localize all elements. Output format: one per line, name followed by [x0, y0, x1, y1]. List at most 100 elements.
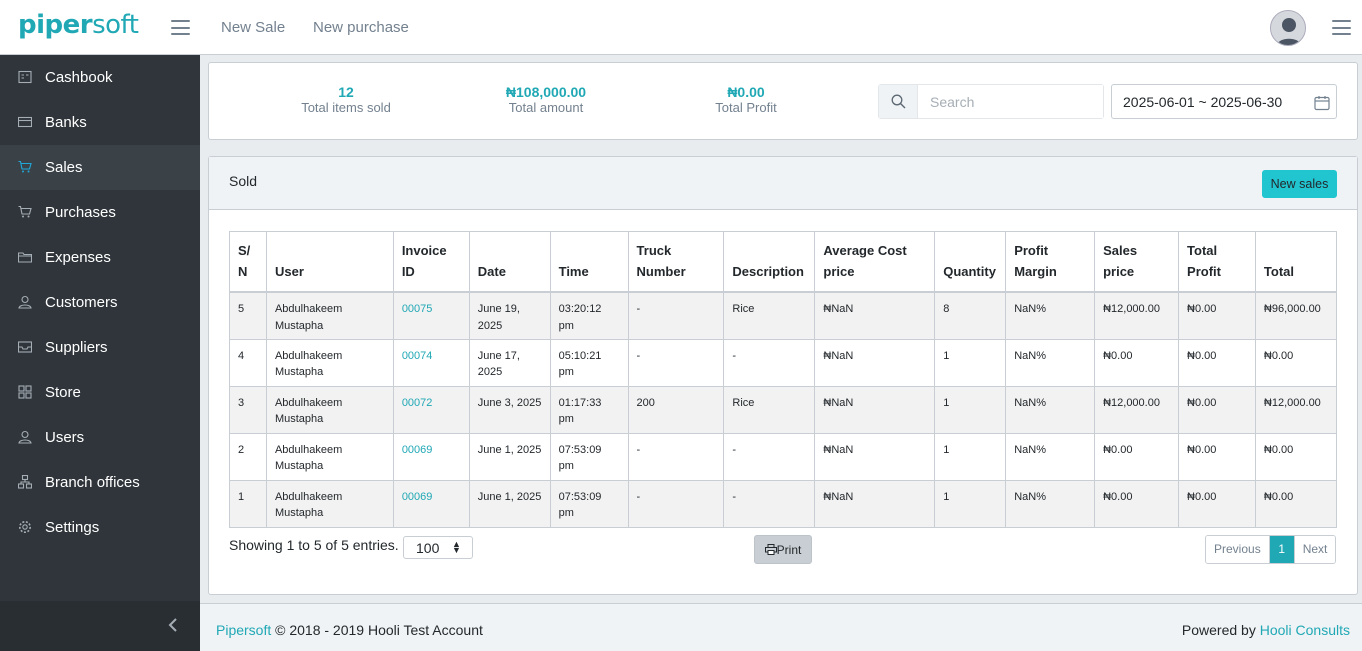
stat-total-amount: ₦108,000.00 Total amount [456, 84, 636, 116]
invoice-link[interactable]: 00072 [401, 396, 433, 409]
page-size-select[interactable]: 100 ▲ ▼ [403, 536, 473, 559]
table-cell: ₦12,000.00 [1254, 385, 1338, 434]
table-cell: ₦0.00 [1178, 385, 1256, 434]
user-icon [18, 430, 32, 444]
table-cell: 05:10:21 pm [549, 338, 629, 387]
sidebar-toggle-icon[interactable] [171, 20, 190, 35]
table-cell: June 17, 2025 [468, 338, 551, 387]
table-cell: ₦0.00 [1094, 432, 1180, 481]
table-row: 3 Abdulhakeem Mustapha 00072 June 3, 2025 01… [229, 385, 1338, 434]
sales-table: S/N User Invoice ID Date Time Truck Number… [229, 231, 1338, 528]
table-cell: ₦0.00 [1254, 479, 1338, 528]
table-cell: ₦NaN [814, 432, 936, 481]
table-cell: ₦0.00 [1178, 291, 1256, 340]
print-button[interactable]: Print [754, 535, 812, 564]
date-range-value: 2025-06-01 ~ 2025-06-30 [1123, 94, 1283, 110]
sidebar-item-label: Users [45, 429, 85, 446]
sidebar-item-purchases[interactable]: Purchases [0, 190, 200, 235]
table-cell: NaN% [1005, 432, 1096, 481]
table-cell: 03:20:12 pm [549, 291, 629, 340]
sidebar-item-banks[interactable]: Banks [0, 100, 200, 145]
pagination-page-1[interactable]: 1 [1269, 536, 1295, 563]
grid-icon [18, 385, 32, 399]
new-sales-button[interactable]: New sales [1262, 170, 1337, 198]
invoice-link[interactable]: 00069 [401, 443, 433, 456]
table-cell: June 1, 2025 [468, 432, 551, 481]
table-cell: 00069 [392, 432, 470, 481]
table-row: 2 Abdulhakeem Mustapha 00069 June 1, 2025 07… [229, 432, 1338, 481]
table-cell: 5 [229, 291, 267, 340]
table-cell: ₦0.00 [1178, 338, 1256, 387]
sidebar-item-suppliers[interactable]: Suppliers [0, 325, 200, 370]
stat-label: Total items sold [301, 100, 391, 115]
col-sn[interactable]: S/N [229, 231, 267, 293]
table-cell: Rice [723, 385, 816, 434]
table-cell: 8 [934, 291, 1007, 340]
sales-card: Sold New sales S/N User Invoice ID Date T… [208, 156, 1358, 595]
entries-info: Showing 1 to 5 of 5 entries. [229, 537, 399, 553]
sidebar-item-label: Sales [45, 159, 83, 176]
table-cell: 00075 [392, 291, 470, 340]
table-cell: 4 [229, 338, 267, 387]
summary-card: 12 Total items sold ₦108,000.00 Total am… [208, 62, 1358, 140]
sidebar-item-branch-offices[interactable]: Branch offices [0, 460, 200, 505]
table-cell: 00072 [392, 385, 470, 434]
sidebar-item-expenses[interactable]: Expenses [0, 235, 200, 280]
footer-brand-link[interactable]: Pipersoft [216, 622, 272, 638]
brand-logo[interactable]: pipersoft [18, 10, 139, 40]
col-description[interactable]: Description [723, 231, 816, 293]
avatar[interactable] [1270, 10, 1306, 46]
table-cell: - [723, 338, 816, 387]
invoice-link[interactable]: 00074 [401, 349, 433, 362]
date-range-picker[interactable]: 2025-06-01 ~ 2025-06-30 [1111, 84, 1337, 119]
calendar-icon[interactable] [1314, 95, 1330, 111]
col-truck-number[interactable]: Truck Number [627, 231, 725, 293]
pagination-previous[interactable]: Previous [1206, 536, 1270, 563]
search-button[interactable] [879, 85, 918, 118]
footer-company-link[interactable]: Hooli Consults [1259, 622, 1350, 638]
table-cell: 1 [934, 432, 1007, 481]
col-quantity[interactable]: Quantity [934, 231, 1007, 293]
table-cell: Abdulhakeem Mustapha [265, 385, 394, 434]
sidebar-item-store[interactable]: Store [0, 370, 200, 415]
table-cell: Abdulhakeem Mustapha [265, 291, 394, 340]
sidebar-item-sales[interactable]: Sales [0, 145, 200, 190]
col-average-cost-price[interactable]: Average Cost price [814, 231, 936, 293]
sidebar-item-label: Suppliers [45, 339, 108, 356]
table-cell: ₦12,000.00 [1094, 385, 1180, 434]
col-sales-price[interactable]: Sales price [1094, 231, 1180, 293]
aside-menu-toggle-icon[interactable] [1332, 20, 1351, 35]
col-profit-margin[interactable]: Profit Margin [1005, 231, 1096, 293]
nav-new-sale[interactable]: New Sale [221, 19, 286, 36]
stat-value: ₦108,000.00 [505, 84, 587, 100]
col-invoice-id[interactable]: Invoice ID [392, 231, 470, 293]
sidebar-item-users[interactable]: Users [0, 415, 200, 460]
nav-new-purchase[interactable]: New purchase [313, 19, 409, 36]
sidebar-item-settings[interactable]: Settings [0, 505, 200, 550]
sidebar-item-label: Banks [45, 114, 87, 131]
sidebar-item-customers[interactable]: Customers [0, 280, 200, 325]
col-date[interactable]: Date [468, 231, 551, 293]
col-total-profit[interactable]: Total Profit [1178, 231, 1256, 293]
sidebar-item-label: Store [45, 384, 81, 401]
cart-icon [18, 160, 32, 173]
table-cell: ₦NaN [814, 291, 936, 340]
branch-icon [18, 475, 32, 489]
pagination-next[interactable]: Next [1294, 536, 1336, 563]
sidebar-item-cashbook[interactable]: Cashbook [0, 55, 200, 100]
table-cell: ₦NaN [814, 479, 936, 528]
folder-icon [18, 252, 32, 263]
sidebar-item-label: Customers [45, 294, 118, 311]
invoice-link[interactable]: 00075 [401, 303, 433, 315]
col-user[interactable]: User [265, 231, 394, 293]
table-cell: ₦NaN [814, 385, 936, 434]
invoice-link[interactable]: 00069 [401, 490, 433, 503]
cart-icon [18, 205, 32, 218]
sidebar-item-label: Cashbook [45, 69, 113, 86]
col-total[interactable]: Total [1254, 231, 1338, 293]
col-time[interactable]: Time [549, 231, 629, 293]
card-title: Sold [229, 173, 258, 189]
footer-powered-text: Powered by [1181, 622, 1256, 638]
sidebar-minimizer[interactable] [0, 601, 200, 651]
search-input[interactable] [919, 85, 1103, 118]
